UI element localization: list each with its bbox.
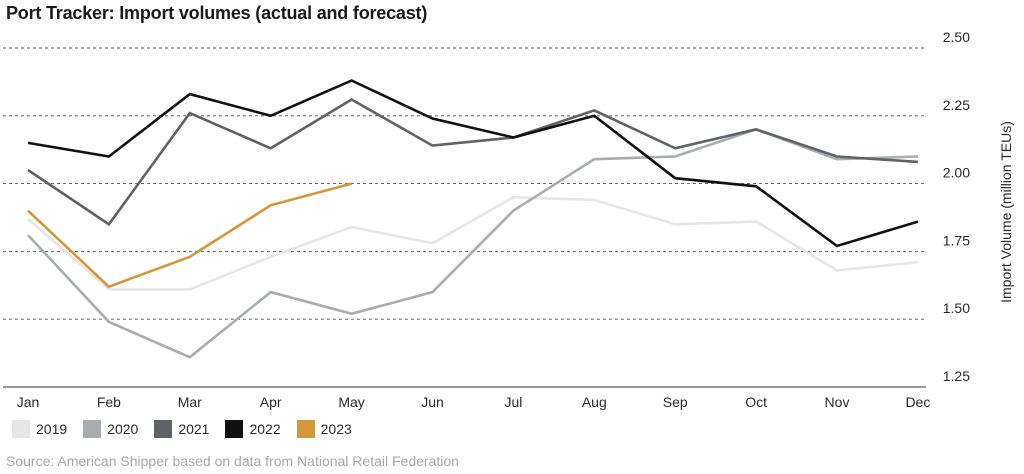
x-tick-label: Oct xyxy=(745,394,767,410)
legend-label: 2019 xyxy=(36,421,68,437)
x-tick-label: Nov xyxy=(825,394,850,410)
legend-label: 2021 xyxy=(178,421,210,437)
y-tick-label: 1.25 xyxy=(943,368,970,384)
y-axis-ticks: 2.50 2.25 2.00 1.75 1.50 1.25 xyxy=(943,29,970,384)
y-tick-label: 1.50 xyxy=(943,300,970,316)
x-tick-label: Mar xyxy=(178,394,202,410)
legend-swatch xyxy=(12,420,30,438)
legend-swatch xyxy=(154,420,173,438)
x-tick-label: Jun xyxy=(421,394,444,410)
legend: 2019 2020 2021 2022 2023 xyxy=(12,420,352,438)
series-lines xyxy=(27,79,919,359)
legend-label: 2022 xyxy=(249,421,281,437)
legend-swatch xyxy=(83,420,102,438)
legend-item-2019: 2019 xyxy=(12,420,67,438)
legend-label: 2020 xyxy=(107,421,139,437)
x-tick-label: Dec xyxy=(905,394,930,410)
legend-item-2023: 2023 xyxy=(296,420,352,438)
x-tick-label: Apr xyxy=(260,394,282,410)
series-line-2020 xyxy=(27,128,918,359)
y-tick-label: 2.25 xyxy=(943,97,970,113)
x-tick-label: Sep xyxy=(663,394,688,410)
y-axis-label: Import Volume (million TEUs) xyxy=(998,121,1014,303)
legend-swatch xyxy=(296,420,315,438)
legend-item-2020: 2020 xyxy=(83,420,138,438)
legend-item-2021: 2021 xyxy=(154,420,209,438)
legend-item-2022: 2022 xyxy=(225,420,281,438)
y-tick-label: 1.75 xyxy=(943,232,970,248)
x-axis-ticks: Jan Feb Mar Apr May Jun Jul Aug Sep Oct Nov Dec xyxy=(17,394,931,410)
y-tick-label: 2.00 xyxy=(943,165,970,181)
gridlines xyxy=(3,47,926,388)
y-tick-label: 2.50 xyxy=(943,29,970,45)
series-line-2023 xyxy=(27,182,352,289)
x-tick-label: Feb xyxy=(97,394,121,410)
legend-swatch xyxy=(225,420,244,438)
x-tick-label: Aug xyxy=(582,394,607,410)
legend-label: 2023 xyxy=(320,421,352,437)
x-tick-label: Jul xyxy=(504,394,522,410)
x-tick-label: Jan xyxy=(17,394,40,410)
series-line-2022 xyxy=(27,79,919,248)
source-note: Source: American Shipper based on data f… xyxy=(6,453,459,469)
chart-title: Port Tracker: Import volumes (actual and… xyxy=(6,3,428,23)
x-tick-label: May xyxy=(338,394,364,410)
series-line-2019 xyxy=(27,195,919,291)
series-line-2021 xyxy=(27,97,918,227)
